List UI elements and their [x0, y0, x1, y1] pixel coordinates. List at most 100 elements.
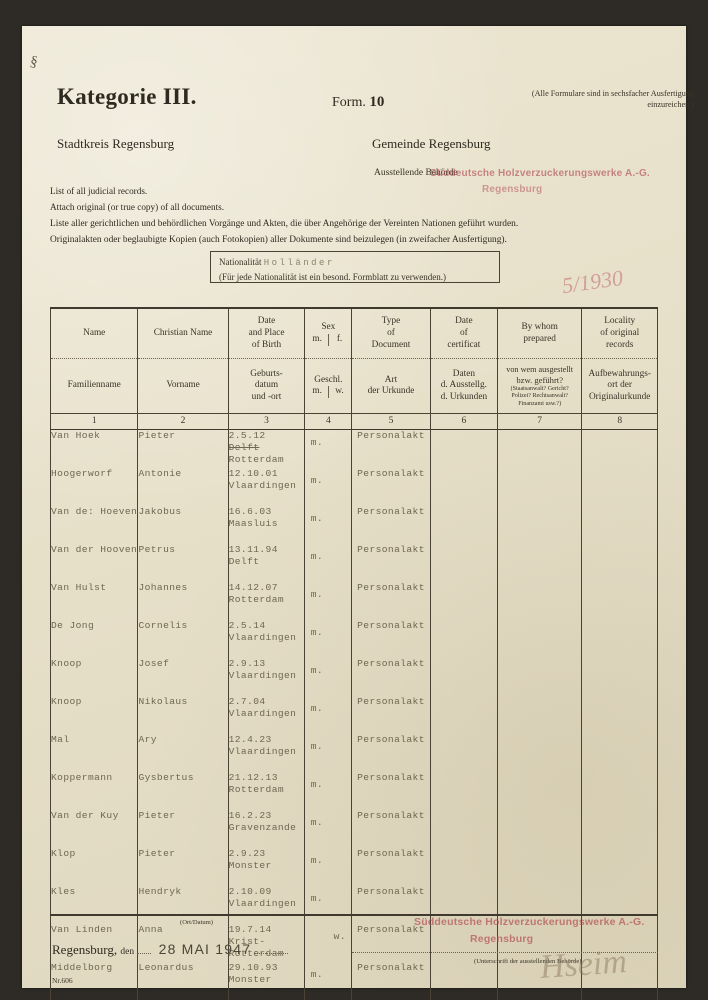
cell-date-place-of-birth: 16.6.03 Maasluis: [227, 506, 306, 545]
cell-sex-m: m.: [310, 703, 324, 715]
cell-sex-w: [328, 817, 351, 829]
cell-date-place-of-birth: 29.10.93 Monster: [227, 962, 306, 1000]
cell-locality: [581, 886, 658, 925]
cell-certificate-date: [429, 468, 498, 507]
cell-locality: [581, 924, 658, 963]
cell-sex: m.: [304, 734, 353, 773]
cell-dob-place: Maasluis: [228, 517, 278, 529]
cell-sex-w: [328, 779, 351, 791]
th-dob-de-l1: Geburts-: [250, 368, 283, 379]
cell-christian-name: Josef: [137, 658, 229, 697]
th-locality-de-l1: Aufbewahrungs-: [588, 368, 651, 379]
cell-sex: m.: [304, 962, 353, 1000]
th-cert-date-en: Date of certificat: [429, 309, 498, 359]
cell-locality: [581, 734, 658, 773]
cell-certificate-date: [429, 544, 498, 583]
cell-dob-date: 2.9.13: [228, 658, 266, 670]
cell-certificate-date: [429, 506, 498, 545]
cell-sex-w: [328, 437, 351, 449]
th-christian-name-de: Vorname: [137, 358, 229, 415]
table-row: Middelborg Leonardus 29.10.93 Monster m. Pers…: [49, 962, 658, 1000]
cell-locality: [581, 506, 658, 545]
cell-dob-place: Vlaardingen: [228, 745, 297, 757]
cell-sex: w.: [304, 924, 353, 963]
cell-by-whom-prepared: [496, 734, 583, 773]
footer-dotfill-right: [254, 941, 289, 954]
th-locality-en-l1: Locality: [604, 316, 636, 326]
cell-dob-date: 2.5.14: [228, 620, 266, 632]
cell-date-place-of-birth: 2.7.04 Vlaardingen: [227, 696, 306, 735]
cell-date-place-of-birth: 2.5.12 Delft Rotterdam: [227, 429, 306, 469]
cell-christian-name: Ary: [137, 734, 229, 773]
table-row: Koppermann Gysbertus 21.12.13 Rotterdam m. Pe…: [49, 772, 658, 811]
cell-family-name: Kles: [49, 886, 139, 925]
cell-christian-name: Petrus: [137, 544, 229, 583]
cell-locality: [581, 848, 658, 887]
cell-sex-m: m.: [310, 665, 324, 677]
cell-certificate-date: [429, 848, 498, 887]
th-christian-name-de-text: Vorname: [166, 380, 200, 391]
cell-sex: m.: [304, 429, 353, 469]
cell-christian-name: Pieter: [137, 429, 229, 469]
cell-date-place-of-birth: 2.9.13 Vlaardingen: [227, 658, 306, 697]
cell-dob-date: 16.6.03: [228, 506, 272, 518]
cell-dob-place: Vlaardingen: [228, 479, 297, 491]
cell-sex-m: m.: [310, 817, 324, 829]
cell-document-type: Personalakt: [351, 468, 431, 507]
stamp-top-line1: Süddeutsche Holzverzuckerungswerke A.-G.: [430, 168, 650, 179]
th-by-whom-de-l5: Finanzamt usw.?): [518, 400, 562, 407]
cell-sex-w: [328, 665, 351, 677]
cell-dob-place: Vlaardingen: [228, 631, 297, 643]
th-by-whom-de: von wem ausgestellt bzw. geführt? (Staat…: [496, 358, 583, 415]
table-row: Van Hoek Pieter 2.5.12 Delft Rotterdam m. Pers…: [49, 429, 658, 469]
cell-locality: [581, 810, 658, 849]
th-christian-name-en-text: Christian Name: [153, 327, 213, 338]
th-locality-en-l2: of original: [600, 327, 640, 338]
cell-locality: [581, 772, 658, 811]
issuing-authority-label: Ausstellende Behörde: [374, 168, 458, 178]
cell-family-name: Van Linden: [49, 924, 139, 963]
table-row: Knoop Nikolaus 2.7.04 Vlaardingen m. Personal…: [49, 696, 658, 735]
cell-sex-w: [328, 703, 351, 715]
records-table: Name Christian Name Date and Place of Bi…: [49, 309, 658, 1000]
cell-date-place-of-birth: 12.4.23 Vlaardingen: [227, 734, 306, 773]
cell-dob-date: 13.11.94: [228, 544, 278, 556]
cell-dob-date: 2.5.12: [228, 430, 266, 442]
cell-dob-place: Monster: [228, 973, 272, 985]
th-num-7: 7: [496, 413, 583, 431]
cell-sex-m: m.: [310, 437, 324, 449]
cell-sex-m: m.: [310, 589, 324, 601]
th-sex-en-text: Sex: [321, 321, 336, 332]
cell-dob-date: 16.2.23: [228, 810, 272, 822]
date-stamp: 28 MAI 1947: [158, 941, 252, 957]
th-by-whom-de-l2: bzw. geführt?: [516, 375, 564, 386]
cell-dob-place: Vlaardingen: [228, 669, 297, 681]
th-dob-de-l3: und -ort: [251, 392, 282, 403]
cell-dob-date: 12.10.01: [228, 468, 278, 480]
cell-by-whom-prepared: [496, 848, 583, 887]
th-num-1: 1: [49, 413, 139, 431]
th-doc-type-en-l2: of: [387, 327, 395, 338]
cell-certificate-date: [429, 582, 498, 621]
th-locality-en-l3: records: [606, 339, 634, 350]
form-label: Form.: [332, 95, 366, 110]
cell-date-place-of-birth: 2.5.14 Vlaardingen: [227, 620, 306, 659]
cell-sex: m.: [304, 886, 353, 925]
instruction-line-4: Originalakten oder beglaubigte Kopien (a…: [50, 234, 507, 245]
table-row: Van Linden Anna 19.7.14 Krist-Rotterdam w. Pe…: [49, 924, 658, 963]
cell-christian-name: Pieter: [137, 848, 229, 887]
cell-date-place-of-birth: 12.10.01 Vlaardingen: [227, 468, 306, 507]
th-cert-date-de-l3: d. Urkunden: [440, 392, 488, 403]
cell-locality: [581, 696, 658, 735]
cell-certificate-date: [429, 658, 498, 697]
six-copies-note: (Alle Formulare sind in sechsfacher Ausf…: [531, 89, 694, 110]
cell-sex: m.: [304, 772, 353, 811]
cell-document-type: Personalakt: [351, 886, 431, 925]
cell-certificate-date: [429, 734, 498, 773]
signature-label: (Unterschrift der ausstellenden Behörde): [474, 958, 582, 965]
cell-by-whom-prepared: [496, 658, 583, 697]
cell-certificate-date: [429, 429, 498, 469]
cell-sex: m.: [304, 506, 353, 545]
cell-dob-date: 12.4.23: [228, 734, 272, 746]
th-sex-en-f: f.: [336, 333, 343, 344]
